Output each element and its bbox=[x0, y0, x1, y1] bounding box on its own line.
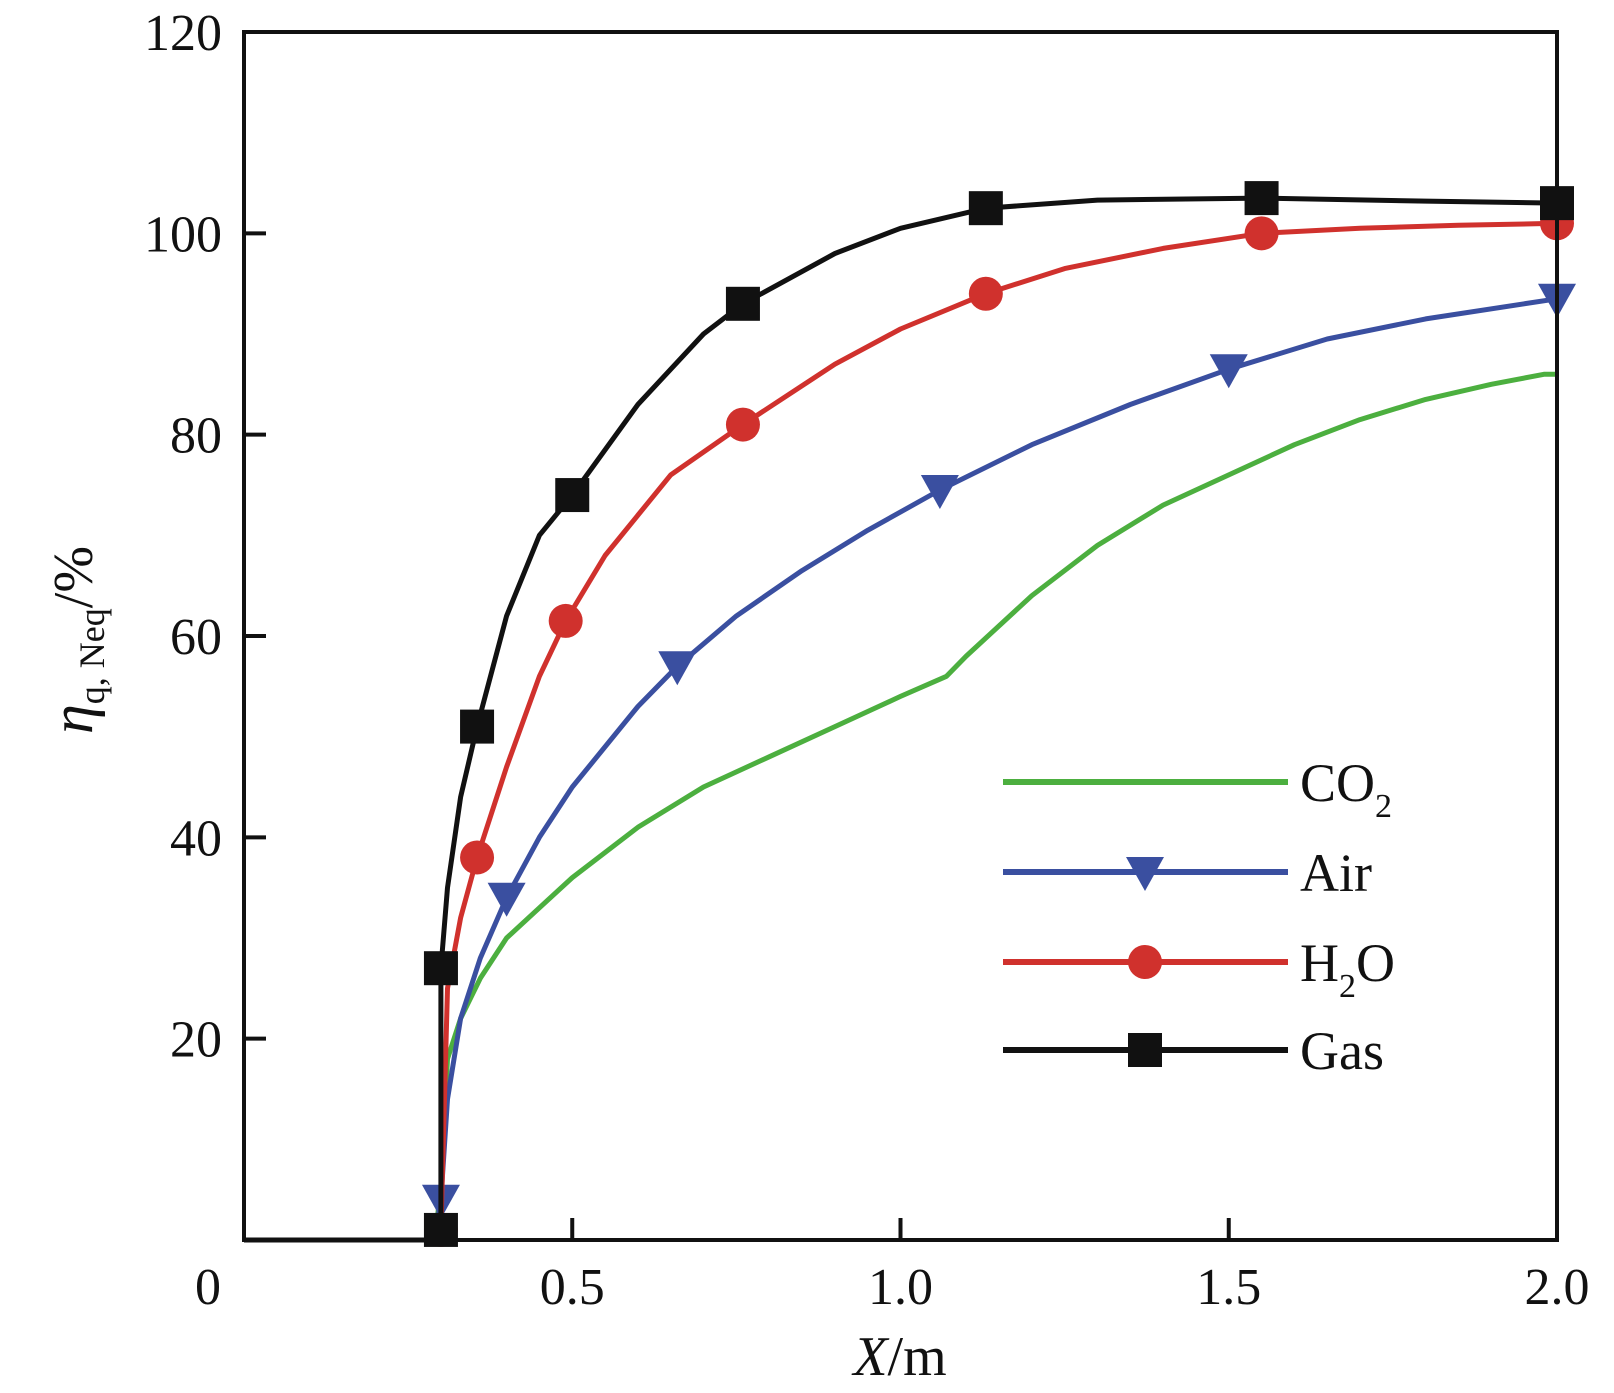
legend-item-h2o: H2O bbox=[1003, 933, 1395, 1005]
y-tick-label: 120 bbox=[144, 5, 222, 62]
series-marker bbox=[460, 709, 495, 744]
series-layer bbox=[244, 181, 1576, 1247]
x-axis-title: X/m bbox=[851, 1326, 946, 1388]
series-marker bbox=[555, 478, 590, 513]
legend-item-air: Air bbox=[1003, 843, 1372, 903]
series-marker bbox=[658, 651, 697, 686]
y-tick-label: 80 bbox=[170, 408, 222, 465]
x-tick-label: 2.0 bbox=[1525, 1259, 1590, 1316]
series-marker bbox=[968, 276, 1003, 311]
series-marker bbox=[548, 603, 583, 638]
series-marker bbox=[920, 475, 959, 510]
series-marker bbox=[1244, 216, 1279, 251]
series-line-air bbox=[244, 296, 1558, 1243]
legend-item-co2: CO2 bbox=[1003, 753, 1392, 825]
y-tick-label: 20 bbox=[170, 1012, 222, 1069]
ticks-layer bbox=[244, 231, 1231, 1240]
series-marker bbox=[725, 407, 760, 442]
series-marker bbox=[423, 951, 458, 986]
legend-item-gas: Gas bbox=[1003, 1021, 1384, 1081]
x-tick-label: 1.5 bbox=[1196, 1259, 1261, 1316]
series-marker bbox=[1126, 857, 1164, 891]
y-tick-label: 100 bbox=[144, 206, 222, 263]
series-marker bbox=[487, 882, 526, 917]
legend-label: CO2 bbox=[1300, 753, 1392, 825]
y-axis-title: ηq, Neq/% bbox=[39, 546, 112, 734]
legend-label: Air bbox=[1300, 843, 1372, 903]
x-tick-label: 1.0 bbox=[868, 1259, 933, 1316]
series-marker bbox=[1128, 1033, 1162, 1067]
series-marker bbox=[1244, 181, 1279, 216]
labels-layer: 0 0.5 1.0 1.5 2.0 20 40 60 80 100 120 bbox=[144, 5, 1590, 1316]
series-marker bbox=[968, 191, 1003, 226]
x-tick-label: 0.5 bbox=[540, 1259, 605, 1316]
y-tick-label: 40 bbox=[170, 810, 222, 867]
legend-label: Gas bbox=[1300, 1021, 1384, 1081]
x-tick-label: 0 bbox=[195, 1259, 221, 1316]
y-tick-label: 60 bbox=[170, 609, 222, 666]
series-marker bbox=[725, 286, 760, 321]
legend: CO2 Air H2O Gas bbox=[1003, 753, 1395, 1081]
series-marker bbox=[1128, 945, 1162, 979]
series-marker bbox=[460, 840, 495, 875]
series-marker bbox=[1209, 354, 1248, 389]
legend-label: H2O bbox=[1300, 933, 1395, 1005]
